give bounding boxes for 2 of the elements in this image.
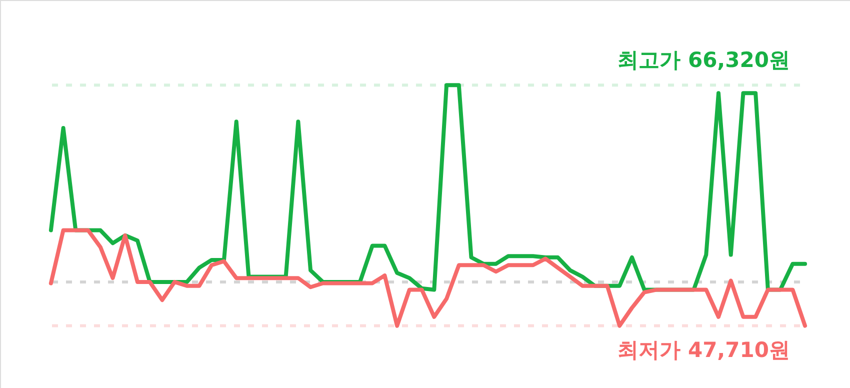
ref-line-label: 최고가 66,320원 [618, 48, 790, 72]
ref-line-label: 최저가 47,710원 [618, 338, 790, 362]
